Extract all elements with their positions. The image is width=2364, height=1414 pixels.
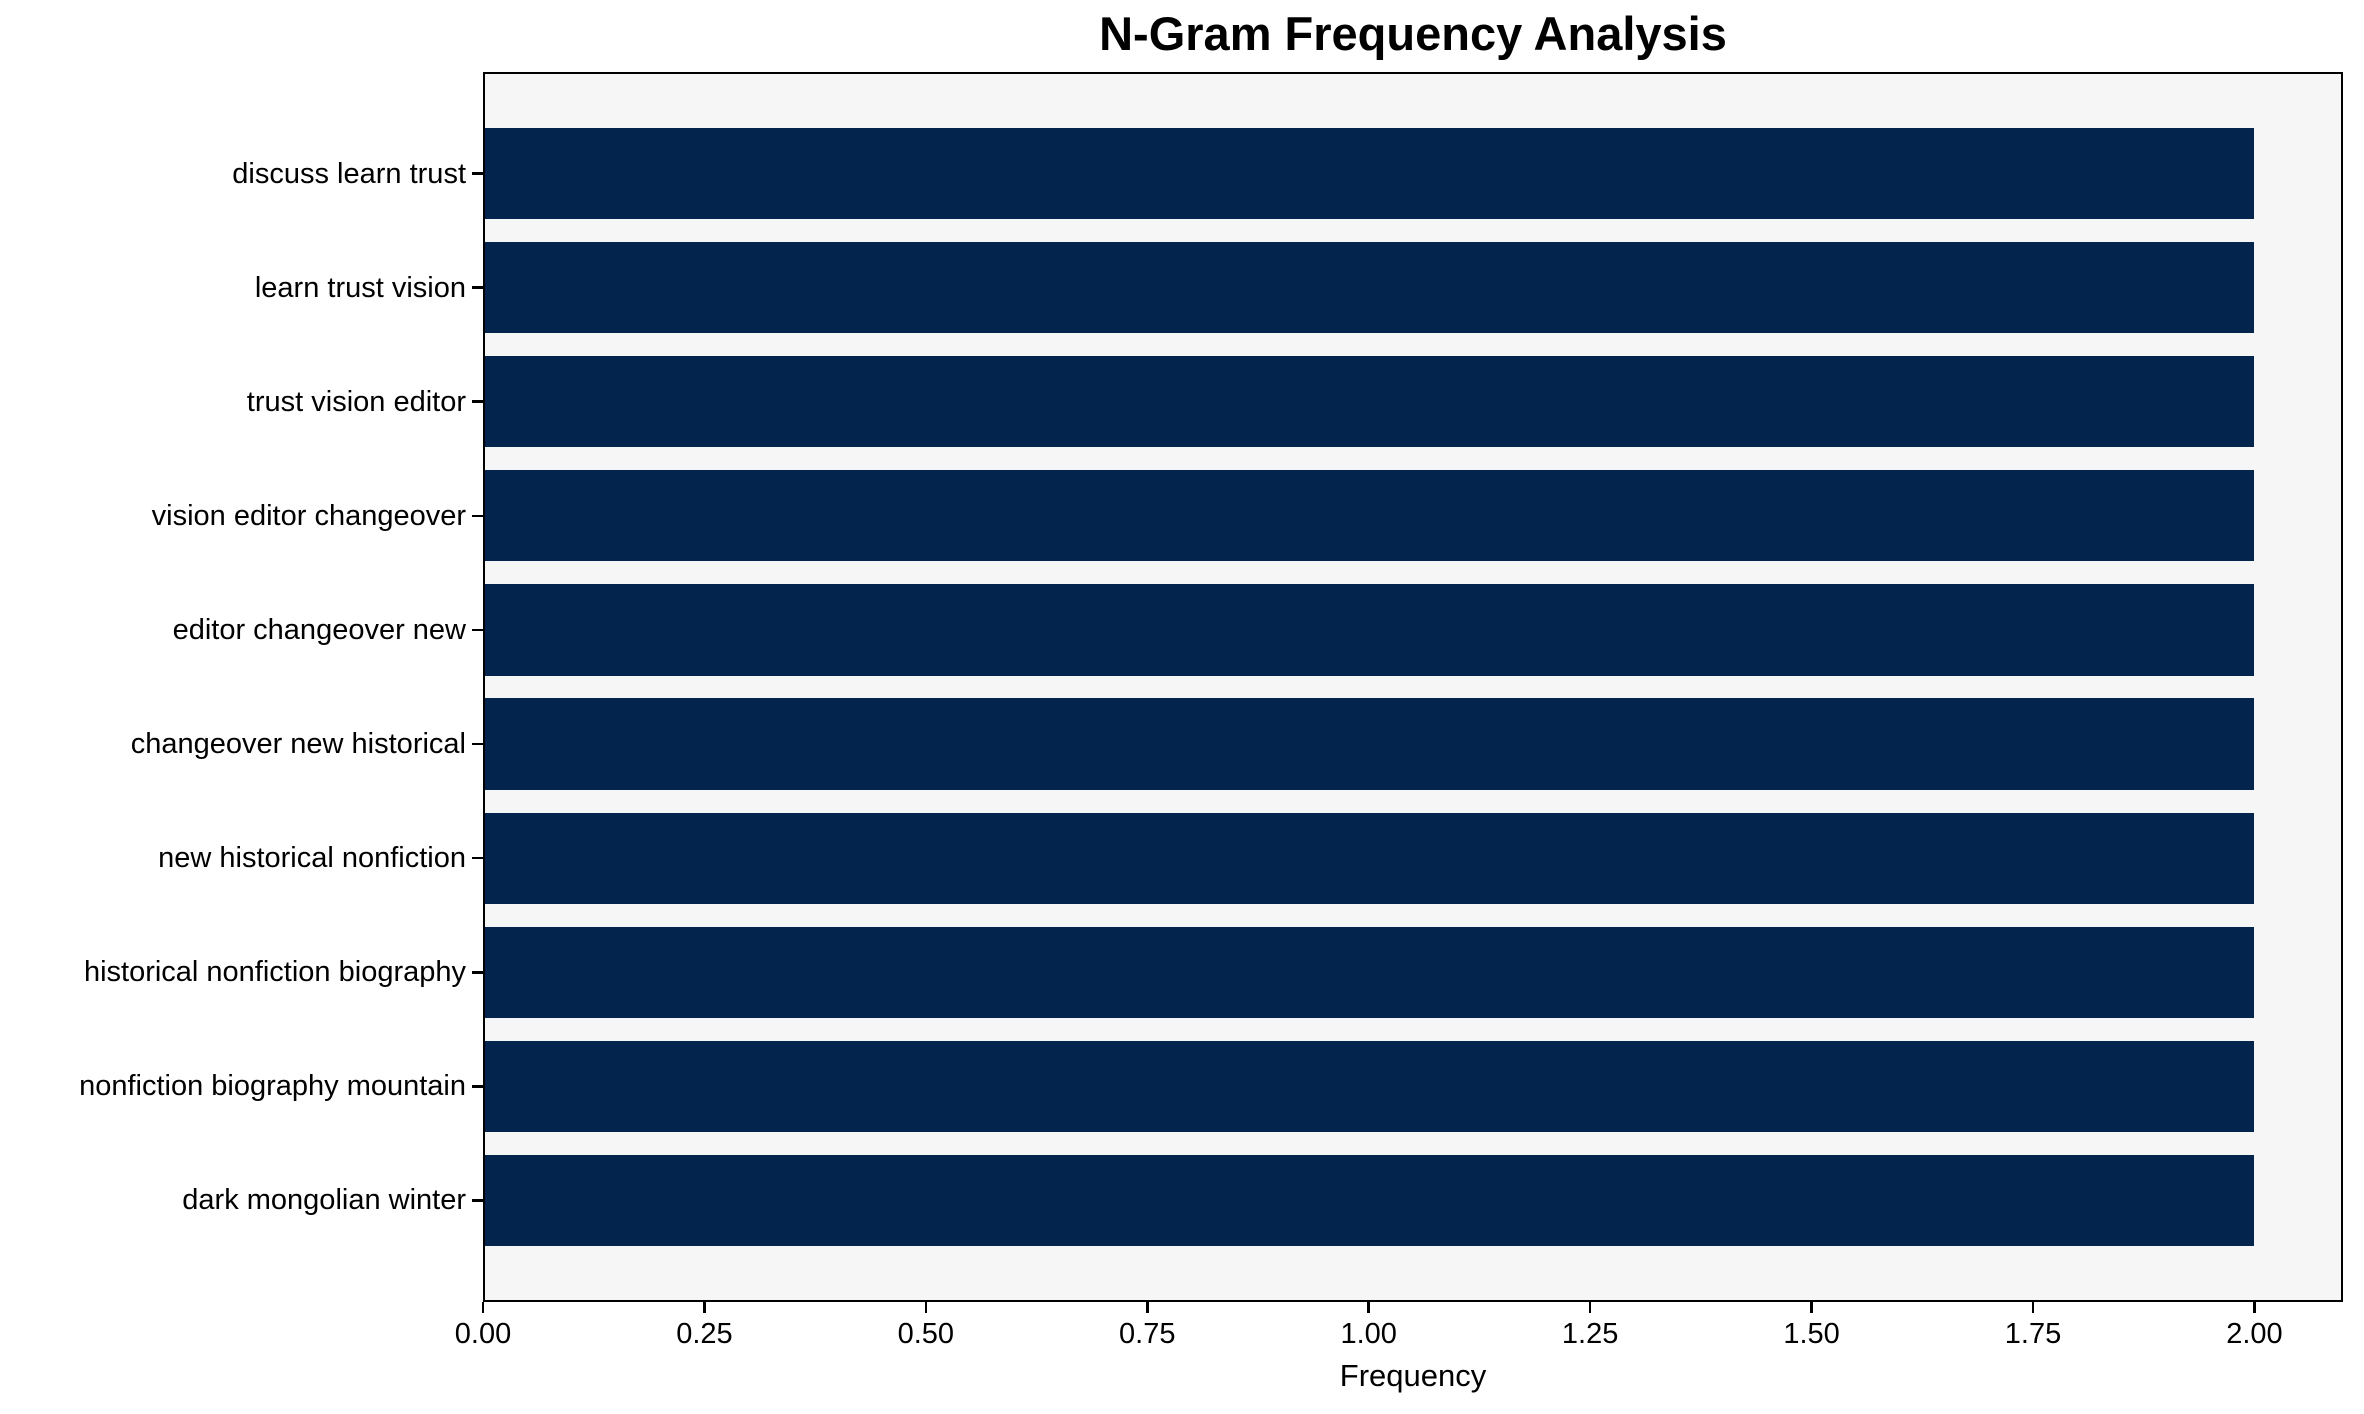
- bar: [483, 812, 2255, 904]
- x-tick-label: 0.50: [897, 1318, 955, 1350]
- chart-title: N-Gram Frequency Analysis: [1099, 7, 1727, 60]
- y-tick-mark: [472, 172, 483, 175]
- y-tick-mark: [472, 971, 483, 974]
- y-tick-mark: [472, 400, 483, 403]
- y-tick-mark: [472, 1085, 483, 1088]
- y-tick-label: trust vision editor: [246, 385, 466, 418]
- bar: [483, 584, 2255, 676]
- x-tick-label: 1.25: [1561, 1318, 1619, 1350]
- x-tick-mark: [481, 1302, 485, 1313]
- x-tick-mark: [2031, 1302, 2035, 1313]
- x-tick-mark: [1367, 1302, 1370, 1313]
- x-tick-label: 1.75: [2004, 1318, 2062, 1350]
- bar: [483, 1154, 2255, 1247]
- y-tick-label: learn trust vision: [254, 271, 466, 304]
- x-tick-mark: [1810, 1302, 1813, 1313]
- bar: [483, 926, 2255, 1018]
- bars-layer: [483, 72, 2343, 1302]
- y-tick-label: new historical nonfiction: [158, 842, 466, 875]
- bar: [483, 127, 2255, 220]
- y-tick-mark: [472, 628, 483, 632]
- x-tick-mark: [1146, 1302, 1149, 1313]
- x-tick-mark: [703, 1302, 706, 1313]
- y-tick-label: vision editor changeover: [151, 499, 466, 532]
- y-tick-label: historical nonfiction biography: [83, 956, 466, 989]
- y-tick-label: changeover new historical: [130, 728, 466, 761]
- bar: [483, 470, 2255, 562]
- x-tick-label: 0.25: [676, 1318, 733, 1350]
- bar: [483, 356, 2255, 448]
- y-tick-mark: [472, 286, 483, 289]
- x-tick-mark: [924, 1302, 928, 1313]
- x-tick-label: 2.00: [2226, 1318, 2283, 1350]
- x-tick-mark: [1588, 1302, 1592, 1313]
- x-tick-label: 0.75: [1119, 1318, 1176, 1350]
- y-tick-mark: [472, 1199, 483, 1202]
- x-tick-label: 1.50: [1783, 1318, 1840, 1350]
- bar: [483, 242, 2255, 334]
- y-tick-label: dark mongolian winter: [182, 1184, 466, 1217]
- bar: [483, 1040, 2255, 1132]
- y-tick-label: discuss learn trust: [232, 157, 466, 190]
- y-tick-label: editor changeover new: [172, 613, 466, 646]
- x-tick-label: 1.00: [1340, 1318, 1397, 1350]
- x-tick-label: 0.00: [454, 1318, 512, 1350]
- y-tick-label: nonfiction biography mountain: [79, 1070, 466, 1103]
- x-axis-label: Frequency: [1339, 1358, 1487, 1393]
- bar: [483, 698, 2255, 790]
- y-tick-mark: [472, 856, 483, 860]
- y-tick-mark: [472, 742, 483, 746]
- x-tick-mark: [2253, 1302, 2256, 1313]
- y-axis-labels: discuss learn trust learn trust vision tru…: [0, 72, 466, 1302]
- y-tick-mark: [472, 514, 483, 518]
